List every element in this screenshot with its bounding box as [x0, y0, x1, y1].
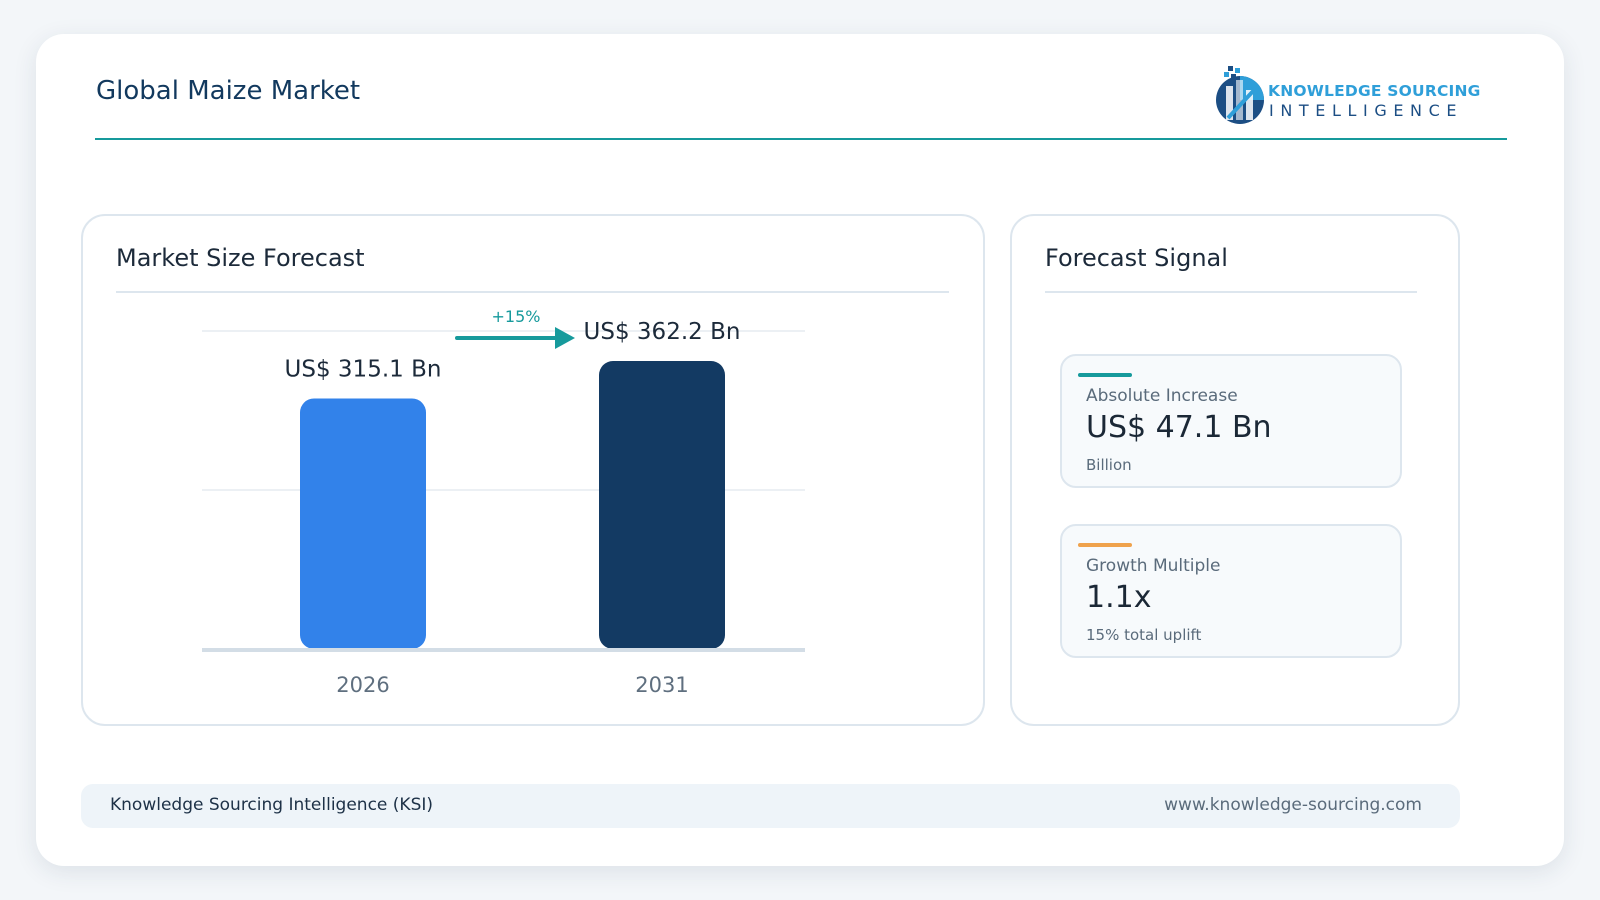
signal-panel-title: Forecast Signal [1045, 244, 1228, 272]
x-tick-label: 2026 [336, 673, 389, 697]
growth-percent-label: +15% [492, 307, 541, 326]
company-logo: KNOWLEDGE SOURCING INTELLIGENCE [1212, 60, 1512, 130]
signal-subtext: Billion [1086, 456, 1132, 474]
logo-emblem-icon [1216, 66, 1264, 124]
bar-value-label: US$ 315.1 Bn [285, 356, 442, 382]
signal-accent-bar [1078, 373, 1132, 377]
market-panel-title: Market Size Forecast [116, 244, 365, 272]
absolute-increase-card: Absolute Increase US$ 47.1 Bn Billion [1060, 354, 1402, 488]
footer-company: Knowledge Sourcing Intelligence (KSI) [110, 795, 434, 815]
logo-text-primary: KNOWLEDGE SOURCING [1268, 82, 1481, 100]
page-title: Global Maize Market [96, 76, 361, 106]
footer-website-link[interactable]: www.knowledge-sourcing.com [1164, 795, 1422, 815]
signal-panel-divider [1045, 291, 1417, 293]
signal-subtext: 15% total uplift [1086, 626, 1202, 644]
logo-text-secondary: INTELLIGENCE [1269, 101, 1464, 120]
signal-value: 1.1x [1086, 580, 1152, 615]
growth-multiple-card: Growth Multiple 1.1x 15% total uplift [1060, 524, 1402, 658]
growth-arrow-head-icon [555, 327, 575, 349]
bar-value-label: US$ 362.2 Bn [584, 319, 741, 345]
signal-label: Growth Multiple [1086, 556, 1221, 576]
market-size-panel: Market Size Forecast US$ 315.1 Bn 2026 US$… [81, 214, 985, 726]
header-divider [95, 138, 1507, 140]
signal-value: US$ 47.1 Bn [1086, 410, 1272, 445]
main-card: Global Maize Market KNOWLEDGE SOURCING I… [36, 34, 1564, 866]
bar-2031 [599, 361, 725, 649]
market-panel-divider [116, 291, 949, 293]
footer-bar: Knowledge Sourcing Intelligence (KSI) ww… [81, 784, 1460, 828]
signal-accent-bar [1078, 543, 1132, 547]
x-tick-label: 2031 [635, 673, 688, 697]
bar-chart: US$ 315.1 Bn 2026 US$ 362.2 Bn 2031 +15% [202, 307, 805, 697]
signal-label: Absolute Increase [1086, 386, 1238, 406]
bar-2026 [300, 398, 426, 649]
forecast-signal-panel: Forecast Signal Absolute Increase US$ 47… [1010, 214, 1460, 726]
